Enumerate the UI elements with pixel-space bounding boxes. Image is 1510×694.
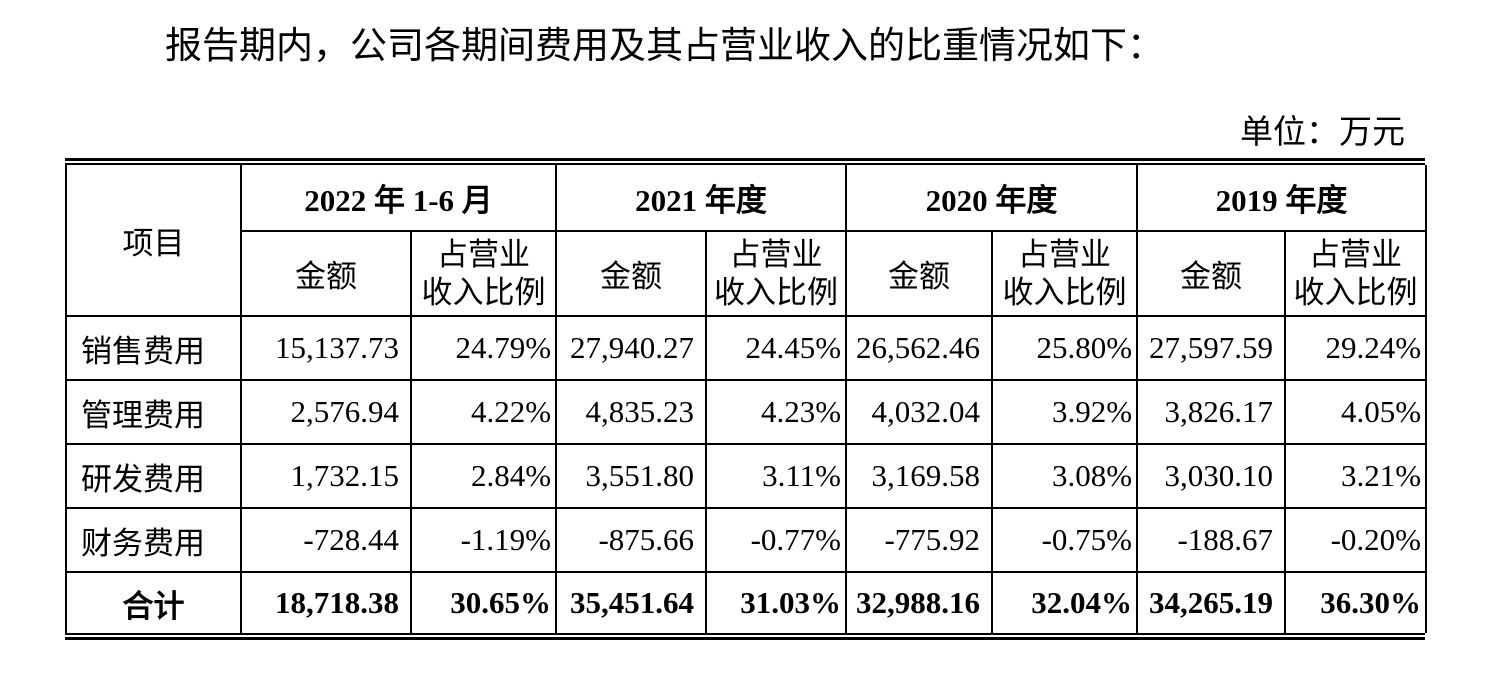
table-area: 单位：万元 项目 2022 年 1-6 月 2021 年度 2020 年度 20… [65, 110, 1428, 640]
header-period-2022h1: 2022 年 1-6 月 [239, 165, 558, 232]
row-label: 管理费用 [65, 379, 242, 445]
amount-cell: 26,562.46 [845, 315, 994, 381]
header-ratio-line1: 占营业 [1309, 236, 1403, 272]
ratio-cell: 3.92% [991, 379, 1139, 445]
amount-cell: 1,732.15 [240, 443, 412, 509]
amount-cell: 32,988.16 [845, 571, 994, 633]
table-row-admin-expense: 管理费用 2,576.94 4.22% 4,835.23 4.23% 4,032… [65, 379, 1428, 445]
amount-cell: 15,137.73 [240, 315, 412, 381]
ratio-cell: 3.21% [1284, 443, 1428, 509]
header-amount: 金额 [845, 230, 994, 317]
table-bottom-rule [65, 633, 1425, 640]
page-title: 报告期内，公司各期间费用及其占营业收入的比重情况如下： [165, 26, 1164, 67]
ratio-cell: 29.24% [1284, 315, 1428, 381]
amount-cell: -875.66 [555, 507, 708, 573]
amount-cell: 27,597.59 [1136, 315, 1287, 381]
row-label: 研发费用 [65, 443, 242, 509]
header-ratio-line1: 占营业 [1018, 236, 1112, 272]
amount-cell: 4,835.23 [555, 379, 708, 445]
ratio-cell: 36.30% [1284, 571, 1428, 633]
unit-label: 单位：万元 [1240, 115, 1405, 151]
header-period-2019: 2019 年度 [1136, 165, 1428, 232]
table-top-rule [65, 158, 1425, 165]
table-row-finance-expense: 财务费用 -728.44 -1.19% -875.66 -0.77% -775.… [65, 507, 1428, 573]
amount-cell: 3,169.58 [845, 443, 994, 509]
amount-cell: 2,576.94 [240, 379, 412, 445]
row-label: 销售费用 [65, 315, 242, 381]
header-ratio-line2: 收入比例 [421, 274, 546, 310]
header-ratio-line2: 收入比例 [714, 274, 839, 310]
header-period-2021: 2021 年度 [555, 165, 848, 232]
amount-cell: 3,030.10 [1136, 443, 1287, 509]
ratio-cell: 4.22% [409, 379, 558, 445]
header-ratio: 占营业 收入比例 [705, 230, 848, 317]
amount-cell: -775.92 [845, 507, 994, 573]
ratio-cell: -0.20% [1284, 507, 1428, 573]
ratio-cell: -1.19% [409, 507, 558, 573]
header-ratio-line2: 收入比例 [1002, 274, 1127, 310]
ratio-cell: 3.11% [705, 443, 848, 509]
table-row-selling-expense: 销售费用 15,137.73 24.79% 27,940.27 24.45% 2… [65, 315, 1428, 381]
header-ratio-line1: 占营业 [437, 236, 530, 272]
header-ratio: 占营业 收入比例 [409, 230, 558, 317]
amount-cell: 27,940.27 [555, 315, 708, 381]
ratio-cell: -0.77% [705, 507, 848, 573]
ratio-cell: -0.75% [991, 507, 1139, 573]
ratio-cell: 4.23% [705, 379, 848, 445]
amount-cell: 34,265.19 [1136, 571, 1287, 633]
header-amount: 金额 [1136, 230, 1287, 317]
header-ratio: 占营业 收入比例 [991, 230, 1139, 317]
header-ratio: 占营业 收入比例 [1284, 230, 1428, 317]
ratio-cell: 4.05% [1284, 379, 1428, 445]
amount-cell: 35,451.64 [555, 571, 708, 633]
ratio-cell: 24.45% [705, 315, 848, 381]
header-period-2020: 2020 年度 [845, 165, 1139, 232]
amount-cell: 3,826.17 [1136, 379, 1287, 445]
ratio-cell: 25.80% [991, 315, 1139, 381]
expense-table: 项目 2022 年 1-6 月 2021 年度 2020 年度 2019 年度 … [65, 165, 1428, 633]
ratio-cell: 31.03% [705, 571, 848, 633]
table-row-total: 合计 18,718.38 30.65% 35,451.64 31.03% 32,… [65, 571, 1428, 633]
header-row-periods: 项目 2022 年 1-6 月 2021 年度 2020 年度 2019 年度 [65, 165, 1428, 317]
ratio-cell: 24.79% [409, 315, 558, 381]
amount-cell: -728.44 [240, 507, 412, 573]
table-row-rd-expense: 研发费用 1,732.15 2.84% 3,551.80 3.11% 3,169… [65, 443, 1428, 509]
row-label: 财务费用 [65, 507, 242, 573]
header-row-measures: 金额 占营业 收入比例 金额 占营业 收入比例 金额 占营业 收入比例 金额 占… [66, 230, 1428, 317]
header-amount: 金额 [240, 230, 412, 317]
ratio-cell: 2.84% [409, 443, 558, 509]
ratio-cell: 3.08% [991, 443, 1139, 509]
header-ratio-line2: 收入比例 [1293, 274, 1418, 310]
header-amount: 金额 [555, 230, 708, 317]
header-ratio-line1: 占营业 [729, 236, 823, 272]
amount-cell: 3,551.80 [555, 443, 708, 509]
amount-cell: -188.67 [1136, 507, 1287, 573]
total-label: 合计 [65, 571, 242, 633]
amount-cell: 18,718.38 [240, 571, 412, 633]
header-item: 项目 [65, 165, 242, 317]
ratio-cell: 32.04% [991, 571, 1139, 633]
amount-cell: 4,032.04 [845, 379, 994, 445]
ratio-cell: 30.65% [409, 571, 558, 633]
